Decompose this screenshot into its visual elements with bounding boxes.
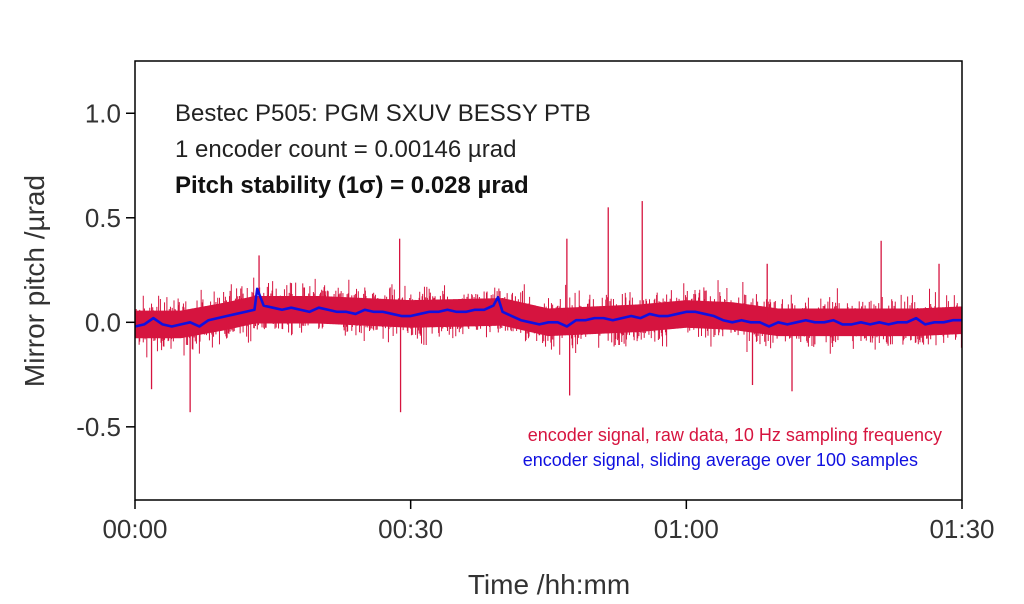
- average-series: [134, 287, 962, 328]
- x-tick-label: 01:30: [929, 514, 994, 544]
- y-tick-label: 0.5: [85, 203, 121, 233]
- plot-background: [135, 61, 962, 500]
- legend-raw-data: encoder signal, raw data, 10 Hz sampling…: [528, 425, 942, 445]
- x-tick-label: 01:00: [654, 514, 719, 544]
- annotation-title: Bestec P505: PGM SXUV BESSY PTB: [175, 100, 591, 127]
- raw-spikes: [150, 201, 940, 413]
- plot-frame: [134, 60, 963, 501]
- y-tick-label: -0.5: [76, 412, 121, 442]
- y-axis: 1.0 0.5 0.0 -0.5: [76, 98, 135, 442]
- y-tick-label: 1.0: [85, 98, 121, 128]
- annotation-encoder-count: 1 encoder count = 0.00146 µrad: [175, 136, 516, 163]
- annotation-pitch-stability: Pitch stability (1σ) = 0.028 µrad: [175, 172, 529, 199]
- x-axis-title: Time /hh:mm: [468, 569, 630, 600]
- y-axis-title: Mirror pitch /µrad: [19, 175, 50, 387]
- legend-sliding-average: encoder signal, sliding average over 100…: [523, 450, 918, 470]
- x-tick-label: 00:00: [102, 514, 167, 544]
- x-axis: 00:00 00:30 01:00 01:30: [102, 500, 995, 544]
- y-tick-label: 0.0: [85, 307, 121, 337]
- x-tick-label: 00:30: [378, 514, 443, 544]
- average-line: [134, 287, 962, 328]
